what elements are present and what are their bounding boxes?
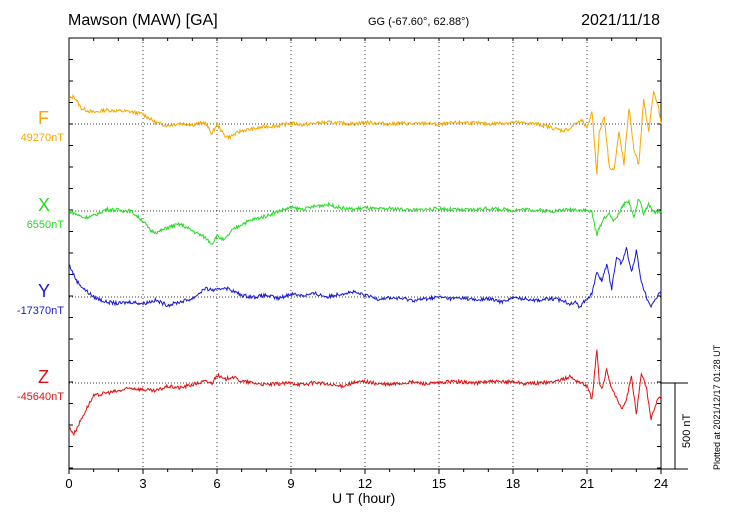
geographic-coordinates: GG (-67.60°, 62.88°) — [368, 16, 470, 28]
component-label-x: X — [38, 195, 51, 215]
x-tick-label: 0 — [65, 476, 72, 491]
x-tick-label: 9 — [287, 476, 294, 491]
x-tick-label: 21 — [580, 476, 594, 491]
component-label-f: F — [38, 108, 49, 128]
series-line-f — [69, 90, 662, 175]
x-tick-label: 12 — [358, 476, 372, 491]
x-tick-label: 24 — [654, 476, 668, 491]
baseline-value-x: 6550nT — [26, 219, 64, 231]
plotted-timestamp: Plotted at 2021/12/17 01:28 UT — [712, 344, 722, 470]
series-line-z — [68, 349, 662, 437]
baseline-value-f: 49270nT — [20, 132, 64, 144]
x-tick-label: 15 — [432, 476, 446, 491]
component-label-z: Z — [38, 367, 49, 387]
x-tick-label: 6 — [213, 476, 220, 491]
baseline-value-z: -45640nT — [16, 391, 64, 403]
component-label-y: Y — [38, 281, 51, 301]
x-axis-label: U T (hour) — [332, 490, 396, 506]
scale-bar-label: 500 nT — [681, 413, 693, 448]
series-line-x — [68, 198, 662, 245]
station-title: Mawson (MAW) [GA] — [68, 12, 218, 29]
baseline-value-y: -17370nT — [16, 305, 64, 317]
plot-date: 2021/11/18 — [581, 12, 660, 29]
series-line-y — [68, 247, 662, 309]
x-tick-label: 3 — [139, 476, 146, 491]
x-tick-label: 18 — [506, 476, 520, 491]
